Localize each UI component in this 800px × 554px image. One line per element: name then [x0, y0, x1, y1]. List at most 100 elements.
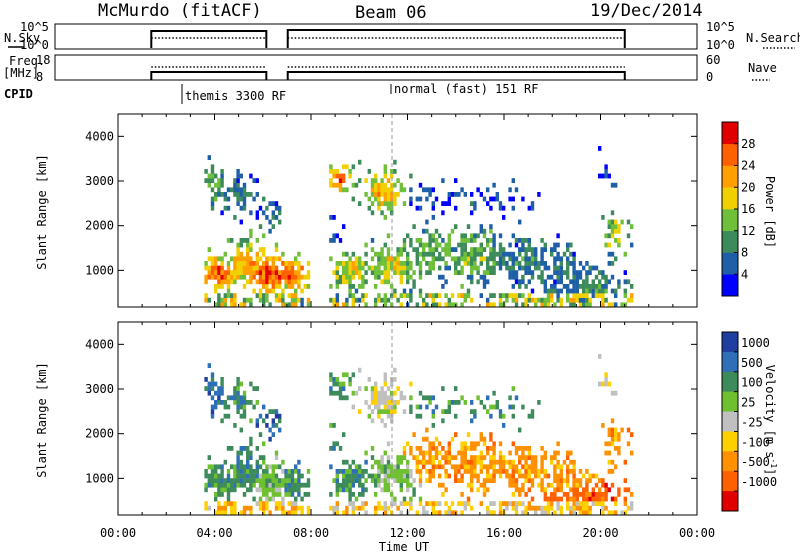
velocity-colorbar-label-tick: 25 — [741, 396, 755, 410]
velocity-cell — [447, 505, 451, 511]
nsearch-tick-top: 10^5 — [706, 20, 735, 34]
velocity-cell — [489, 432, 493, 437]
velocity-cell — [553, 469, 557, 474]
velocity-cell — [610, 510, 615, 515]
velocity-cell — [338, 386, 343, 391]
power-cell — [274, 265, 279, 271]
velocity-cell — [230, 395, 234, 401]
power-cell — [377, 261, 381, 266]
power-cell — [210, 256, 215, 262]
velocity-cell — [377, 409, 381, 414]
velocity-cell — [431, 413, 435, 419]
power-cell — [396, 247, 400, 252]
velocity-cell — [460, 501, 464, 506]
power-cell — [550, 284, 554, 289]
power-cell — [418, 242, 423, 248]
velocity-cell — [226, 492, 231, 497]
velocity-cell — [582, 501, 586, 506]
power-cell — [447, 247, 451, 252]
velocity-cell — [431, 446, 435, 451]
velocity-cell — [591, 501, 595, 506]
power-cell — [217, 297, 221, 303]
velocity-cell — [470, 459, 474, 465]
power-cell — [220, 169, 224, 174]
x-tick-label: 16:00 — [486, 526, 522, 540]
velocity-cell — [399, 469, 403, 474]
velocity-cell — [249, 469, 253, 474]
power-cell — [415, 302, 419, 307]
power-cell — [335, 173, 339, 179]
velocity-cell — [265, 496, 269, 502]
power-cell — [630, 297, 634, 303]
velocity-cell — [406, 487, 410, 493]
power-cell — [626, 297, 631, 303]
velocity-cell — [249, 436, 253, 442]
power-cell — [300, 297, 304, 303]
velocity-cell — [230, 478, 234, 483]
power-cell — [476, 251, 480, 257]
velocity-cell — [342, 432, 346, 437]
power-cell — [553, 279, 557, 285]
velocity-cell — [473, 473, 477, 479]
power-cell — [233, 265, 237, 271]
power-cell — [614, 238, 618, 243]
velocity-cell — [415, 404, 419, 410]
power-cell — [505, 297, 509, 303]
velocity-cell — [348, 377, 352, 382]
velocity-cell — [370, 390, 375, 396]
power-cell — [294, 288, 298, 294]
power-cell — [431, 302, 435, 307]
power-cell — [393, 169, 397, 174]
velocity-cell — [463, 455, 467, 460]
velocity-cell — [271, 496, 275, 502]
velocity-cell — [553, 464, 557, 470]
velocity-cell — [223, 404, 227, 410]
velocity-cell — [393, 473, 397, 479]
velocity-cell — [281, 510, 285, 515]
power-cell — [274, 270, 279, 275]
power-cell — [335, 265, 339, 271]
power-cell — [623, 302, 627, 307]
velocity-cell — [258, 487, 263, 493]
power-cell — [415, 251, 419, 257]
power-cell — [386, 261, 391, 266]
power-cell — [306, 274, 311, 280]
velocity-cell — [463, 464, 467, 470]
power-colorbar-swatch — [722, 143, 738, 166]
power-cell — [294, 279, 298, 285]
power-cell — [383, 279, 387, 285]
power-cell — [524, 284, 528, 289]
power-cell — [550, 288, 554, 294]
velocity-cell — [514, 510, 519, 515]
power-cell — [233, 178, 237, 183]
power-cell — [505, 265, 509, 271]
velocity-cell — [626, 441, 631, 447]
velocity-cell — [505, 459, 509, 465]
velocity-cell — [268, 496, 272, 502]
velocity-cell — [569, 510, 573, 515]
power-cell — [383, 265, 387, 271]
power-cell — [514, 297, 519, 303]
power-cell — [399, 261, 403, 266]
velocity-cell — [598, 496, 602, 502]
velocity-cell — [418, 390, 423, 396]
power-cell — [598, 279, 602, 285]
velocity-cell — [242, 409, 247, 414]
power-cell — [348, 288, 352, 294]
velocity-cell — [527, 501, 531, 506]
power-cell — [351, 261, 355, 266]
velocity-cell — [610, 436, 615, 442]
velocity-cell — [246, 478, 250, 483]
velocity-cell — [402, 450, 407, 456]
power-cell — [566, 265, 570, 271]
power-cell — [396, 270, 400, 275]
power-cell — [290, 293, 295, 298]
velocity-cell — [380, 409, 384, 414]
velocity-cell — [342, 473, 346, 479]
velocity-cell — [338, 381, 343, 387]
power-cell — [441, 274, 445, 280]
velocity-cell — [470, 400, 474, 405]
velocity-cell — [214, 473, 218, 479]
power-cell — [623, 279, 627, 285]
power-cell — [518, 219, 522, 225]
